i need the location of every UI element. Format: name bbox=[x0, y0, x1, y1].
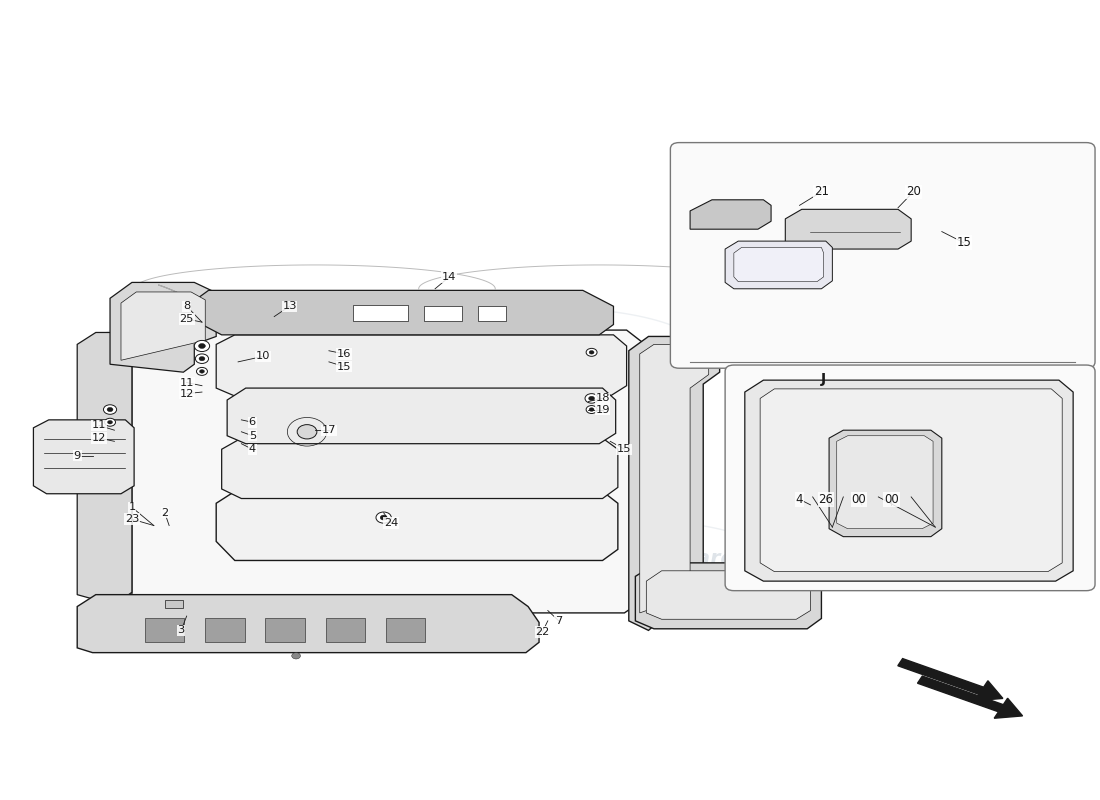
Polygon shape bbox=[77, 594, 539, 653]
Circle shape bbox=[196, 354, 209, 363]
Polygon shape bbox=[326, 618, 365, 642]
Circle shape bbox=[776, 284, 789, 294]
Text: 17: 17 bbox=[321, 425, 337, 435]
Text: 19: 19 bbox=[595, 405, 609, 414]
Polygon shape bbox=[145, 618, 185, 642]
Circle shape bbox=[197, 367, 208, 375]
Polygon shape bbox=[206, 618, 244, 642]
Circle shape bbox=[586, 406, 597, 414]
Polygon shape bbox=[425, 306, 462, 321]
Text: 11: 11 bbox=[179, 378, 194, 387]
Polygon shape bbox=[227, 388, 616, 444]
Text: 4: 4 bbox=[249, 444, 256, 454]
Polygon shape bbox=[217, 335, 627, 396]
Circle shape bbox=[381, 515, 387, 520]
Text: 6: 6 bbox=[249, 418, 256, 427]
Text: 3: 3 bbox=[177, 626, 185, 635]
Polygon shape bbox=[165, 600, 184, 608]
FancyBboxPatch shape bbox=[670, 142, 1094, 368]
Circle shape bbox=[199, 357, 205, 361]
Text: 24: 24 bbox=[384, 518, 398, 528]
Text: 18: 18 bbox=[595, 394, 609, 403]
Circle shape bbox=[103, 405, 117, 414]
Text: 7: 7 bbox=[556, 616, 562, 626]
Text: eurospares: eurospares bbox=[725, 215, 857, 235]
Circle shape bbox=[585, 394, 598, 403]
Text: 13: 13 bbox=[283, 302, 297, 311]
Circle shape bbox=[292, 653, 300, 659]
Text: 00: 00 bbox=[851, 493, 866, 506]
Text: 9: 9 bbox=[74, 450, 80, 461]
Text: 10: 10 bbox=[256, 351, 271, 362]
Text: 21: 21 bbox=[814, 186, 829, 198]
Text: 15: 15 bbox=[337, 362, 352, 372]
Text: 22: 22 bbox=[536, 627, 550, 637]
Polygon shape bbox=[734, 247, 824, 282]
FancyBboxPatch shape bbox=[725, 365, 1094, 590]
Polygon shape bbox=[77, 333, 132, 605]
Circle shape bbox=[590, 350, 594, 354]
Text: eurospares: eurospares bbox=[834, 422, 966, 442]
Text: 14: 14 bbox=[442, 272, 456, 282]
Circle shape bbox=[195, 341, 210, 351]
Polygon shape bbox=[477, 306, 506, 321]
Circle shape bbox=[104, 418, 116, 426]
Polygon shape bbox=[222, 438, 618, 498]
Polygon shape bbox=[785, 210, 911, 249]
Polygon shape bbox=[217, 491, 618, 561]
Text: 12: 12 bbox=[179, 389, 194, 398]
Text: 25: 25 bbox=[179, 314, 194, 324]
FancyArrow shape bbox=[898, 658, 1003, 701]
Polygon shape bbox=[725, 241, 833, 289]
Polygon shape bbox=[265, 618, 305, 642]
Text: 5: 5 bbox=[249, 430, 256, 441]
Text: 8: 8 bbox=[183, 302, 190, 311]
Circle shape bbox=[107, 407, 113, 412]
Polygon shape bbox=[760, 389, 1063, 571]
Circle shape bbox=[590, 408, 594, 411]
Text: J: J bbox=[821, 372, 826, 386]
Text: 15: 15 bbox=[617, 444, 631, 454]
Polygon shape bbox=[745, 380, 1074, 581]
Circle shape bbox=[198, 343, 206, 349]
Circle shape bbox=[297, 425, 317, 439]
Text: eurospares: eurospares bbox=[199, 342, 331, 362]
Circle shape bbox=[199, 370, 205, 373]
Circle shape bbox=[376, 512, 392, 523]
FancyArrow shape bbox=[917, 676, 1023, 718]
Text: 20: 20 bbox=[906, 186, 921, 198]
Polygon shape bbox=[353, 305, 408, 321]
Text: 2: 2 bbox=[162, 508, 168, 518]
Polygon shape bbox=[110, 282, 217, 372]
Text: eurospares: eurospares bbox=[615, 549, 747, 569]
Text: eurospares: eurospares bbox=[199, 549, 331, 569]
Text: 4: 4 bbox=[795, 493, 803, 506]
Text: 11: 11 bbox=[91, 421, 107, 430]
Circle shape bbox=[586, 348, 597, 356]
Text: 23: 23 bbox=[124, 514, 139, 524]
Circle shape bbox=[588, 396, 594, 401]
Polygon shape bbox=[636, 563, 822, 629]
Text: eurospares: eurospares bbox=[506, 342, 638, 362]
Text: 1: 1 bbox=[129, 502, 135, 512]
Text: 12: 12 bbox=[92, 433, 107, 443]
Polygon shape bbox=[829, 430, 942, 537]
Polygon shape bbox=[132, 330, 644, 613]
Circle shape bbox=[779, 286, 785, 291]
Polygon shape bbox=[647, 571, 811, 619]
Text: 15: 15 bbox=[956, 236, 971, 250]
Polygon shape bbox=[837, 436, 933, 529]
Text: 26: 26 bbox=[818, 493, 834, 506]
Polygon shape bbox=[386, 618, 426, 642]
Polygon shape bbox=[640, 344, 708, 613]
Text: 16: 16 bbox=[337, 349, 351, 359]
Circle shape bbox=[108, 421, 112, 424]
Polygon shape bbox=[690, 200, 771, 229]
Polygon shape bbox=[33, 420, 134, 494]
Text: 00: 00 bbox=[884, 493, 899, 506]
Polygon shape bbox=[629, 337, 719, 630]
Polygon shape bbox=[121, 292, 206, 360]
Polygon shape bbox=[195, 290, 614, 335]
